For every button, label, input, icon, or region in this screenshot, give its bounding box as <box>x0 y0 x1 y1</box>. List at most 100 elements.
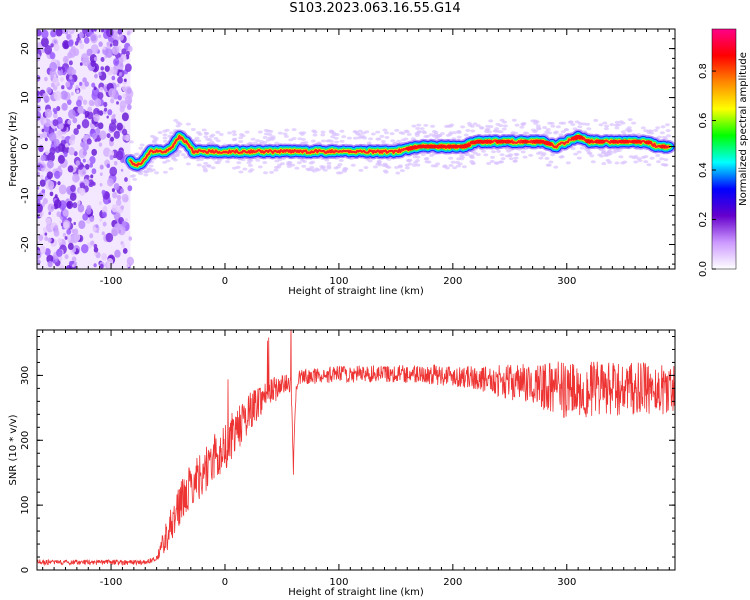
spectral-spread <box>570 146 576 150</box>
ridge-peak <box>630 139 639 144</box>
spectral-spread <box>522 155 528 159</box>
noise-blob <box>44 232 48 236</box>
noise-blob <box>112 39 119 47</box>
noise-blob <box>98 71 102 77</box>
noise-blob <box>44 76 48 82</box>
spectral-spread <box>227 131 233 135</box>
noise-blob <box>99 130 107 140</box>
spectral-spread <box>659 131 665 135</box>
spectral-spread <box>244 130 250 134</box>
spectral-spread <box>577 125 583 129</box>
noise-blob <box>53 43 60 52</box>
spectral-spread <box>383 131 389 135</box>
noise-blob <box>111 45 120 55</box>
spectral-spread <box>513 156 519 160</box>
noise-blob <box>124 177 128 182</box>
spectral-spread <box>445 133 451 137</box>
spectral-spread <box>315 168 321 172</box>
noise-blob <box>37 90 40 96</box>
spectral-spread <box>587 151 593 155</box>
noise-blob <box>67 165 74 173</box>
noise-blob <box>54 170 61 179</box>
spectral-spread <box>660 163 666 167</box>
noise-blob <box>41 128 45 133</box>
noise-blob <box>66 99 72 105</box>
spectral-spread <box>332 133 338 137</box>
noise-blob <box>106 163 111 169</box>
noise-blob <box>109 154 114 160</box>
spectral-spread <box>319 164 325 168</box>
spectral-spread <box>204 132 210 136</box>
noise-blob <box>72 117 78 124</box>
spectral-spread <box>330 135 336 139</box>
spectral-spread <box>472 122 478 126</box>
noise-blob <box>82 29 88 35</box>
spectral-spread <box>576 156 582 160</box>
spectral-spread <box>455 164 461 168</box>
noise-blob <box>99 172 103 176</box>
spectral-spread <box>375 130 381 134</box>
noise-blob <box>120 205 125 210</box>
spectral-spread <box>550 153 556 157</box>
noise-blob <box>76 89 80 94</box>
noise-blob <box>93 113 100 122</box>
noise-blob <box>75 113 79 117</box>
spectral-spread <box>404 130 410 134</box>
noise-blob <box>98 142 103 147</box>
spectral-spread <box>203 161 209 165</box>
spectral-spread <box>338 171 344 175</box>
spectral-spread <box>339 129 345 133</box>
spectral-spread <box>490 150 496 154</box>
noise-blob <box>108 122 117 132</box>
spectral-spread <box>149 134 155 138</box>
spectral-spread <box>128 140 134 144</box>
noise-blob <box>38 133 44 140</box>
spectral-spread <box>133 153 139 157</box>
spectrogram-y-tick-label: -10 <box>20 187 31 203</box>
noise-blob <box>65 265 72 269</box>
noise-blob <box>66 228 72 235</box>
noise-blob <box>127 45 133 53</box>
noise-blob <box>102 46 106 50</box>
spectral-spread <box>282 132 288 136</box>
noise-blob <box>68 260 74 267</box>
spectral-spread <box>614 120 620 124</box>
noise-blob <box>91 87 100 97</box>
noise-blob <box>106 41 111 47</box>
spectral-spread <box>269 170 275 174</box>
spectral-spread <box>210 166 216 170</box>
spectral-spread <box>247 169 253 173</box>
noise-blob <box>55 29 63 37</box>
noise-blob <box>110 136 115 142</box>
spectral-spread <box>173 118 179 122</box>
spectral-spread <box>616 123 622 127</box>
spectral-spread <box>380 139 386 143</box>
noise-blob <box>64 143 69 148</box>
noise-blob <box>49 191 54 197</box>
spectral-spread <box>598 123 604 127</box>
noise-blob <box>44 248 51 256</box>
noise-blob <box>100 66 104 71</box>
noise-blob <box>44 108 53 118</box>
noise-blob <box>50 205 54 210</box>
spectral-spread <box>563 128 569 132</box>
noise-blob <box>53 74 57 78</box>
spectral-spread <box>544 130 550 134</box>
ridge-peak <box>495 139 504 144</box>
noise-blob <box>53 40 57 44</box>
spectral-spread <box>210 133 216 137</box>
noise-blob <box>53 90 62 101</box>
spectral-spread <box>606 150 612 154</box>
spectral-spread <box>301 164 307 168</box>
noise-blob <box>121 193 129 203</box>
noise-blob <box>41 189 46 194</box>
spectral-spread <box>197 132 203 136</box>
noise-blob <box>78 220 86 230</box>
spectral-spread <box>616 149 622 153</box>
spectral-spread <box>666 134 672 138</box>
spectral-spread <box>296 161 302 165</box>
noise-blob <box>58 255 63 262</box>
spectral-spread <box>215 130 221 134</box>
spectral-spread <box>397 164 403 168</box>
spectral-spread <box>586 127 592 131</box>
